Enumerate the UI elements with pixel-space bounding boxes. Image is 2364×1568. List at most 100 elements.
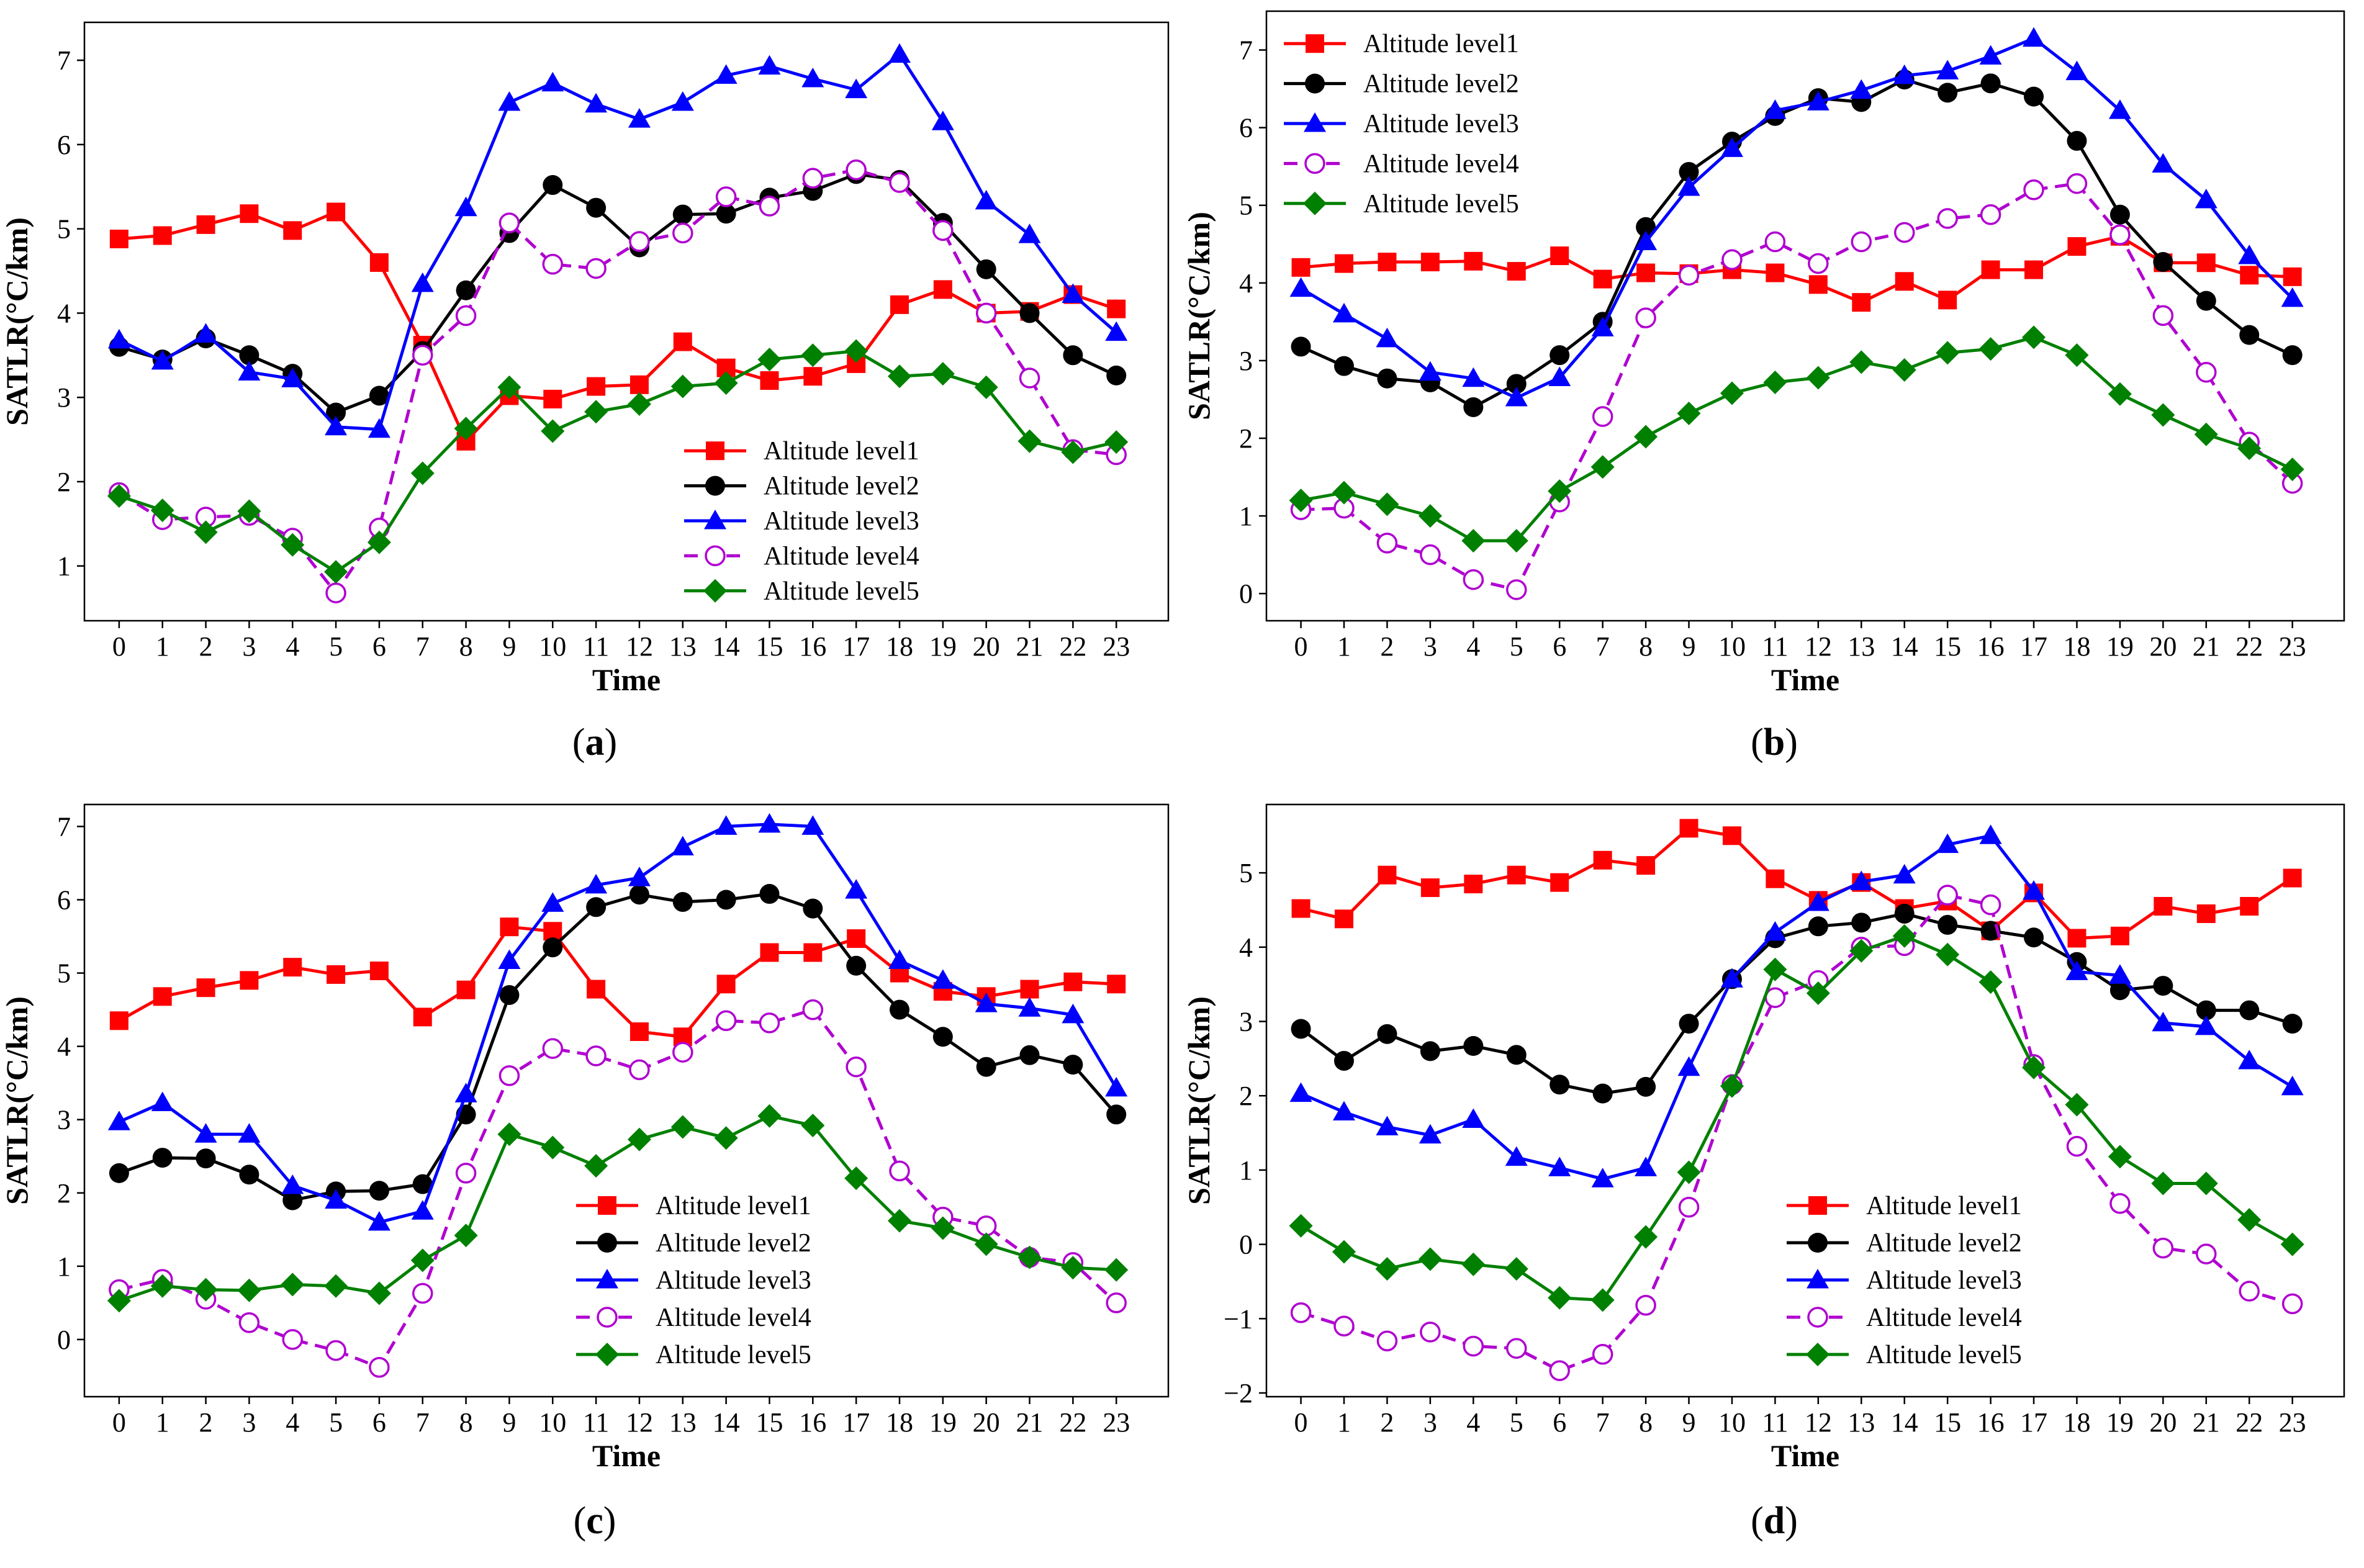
data-point <box>671 91 694 111</box>
data-point <box>976 1057 996 1077</box>
data-point <box>629 1022 649 1042</box>
data-point <box>239 345 259 366</box>
data-point <box>1806 981 1830 1006</box>
data-point <box>1849 939 1874 963</box>
legend-marker <box>598 1196 616 1215</box>
data-point <box>629 375 649 394</box>
data-point <box>2065 60 2088 81</box>
x-tick-label: 13 <box>669 1407 697 1438</box>
x-tick-label: 13 <box>1847 1407 1875 1438</box>
caption-paren: ) <box>1785 1500 1798 1542</box>
legend-marker <box>703 579 727 603</box>
data-point <box>327 965 346 984</box>
data-point <box>1677 1056 1700 1076</box>
x-tick-label: 15 <box>756 631 783 662</box>
data-point <box>454 1223 478 1248</box>
data-point <box>1763 957 1787 981</box>
y-tick-label: 3 <box>1239 1007 1253 1037</box>
data-point <box>1063 1055 1083 1075</box>
x-tick-label: 22 <box>2235 1407 2263 1438</box>
data-point <box>1291 899 1311 918</box>
data-point <box>1333 1315 1355 1337</box>
x-tick-label: 18 <box>2063 1407 2090 1438</box>
data-point <box>759 196 780 217</box>
data-point <box>2022 325 2046 349</box>
x-axis-title: Time <box>1771 662 1839 697</box>
data-point <box>150 498 174 523</box>
data-point <box>1766 263 1785 282</box>
data-point <box>240 971 259 990</box>
series-4 <box>1290 885 2303 1381</box>
data-point <box>1720 968 1743 988</box>
data-point <box>2239 325 2260 345</box>
data-point <box>1550 1075 1570 1095</box>
x-tick-label: 17 <box>842 631 870 662</box>
x-tick-label: 12 <box>626 1407 653 1438</box>
data-point <box>1506 374 1527 394</box>
y-tick-label: 2 <box>57 1178 71 1209</box>
x-tick-label: 14 <box>713 1407 740 1438</box>
data-point <box>1063 972 1083 991</box>
x-tick-label: 16 <box>1977 631 2005 662</box>
series-1 <box>109 202 1126 451</box>
data-point <box>1635 1295 1656 1316</box>
x-tick-label: 9 <box>1682 631 1696 662</box>
data-point <box>1019 367 1040 389</box>
x-tick-label: 3 <box>242 631 256 662</box>
series-1 <box>1291 819 2302 948</box>
data-point <box>1464 251 1483 271</box>
legend-marker <box>705 545 726 567</box>
data-point <box>369 1357 390 1378</box>
data-point <box>931 969 954 989</box>
data-point <box>715 1010 737 1032</box>
data-point <box>758 55 781 75</box>
data-point <box>194 1277 218 1302</box>
data-point <box>1507 865 1526 885</box>
x-tick-label: 3 <box>1423 631 1437 662</box>
data-point <box>2195 1015 2217 1035</box>
x-tick-label: 20 <box>2149 631 2177 662</box>
data-point <box>671 836 694 855</box>
data-point <box>1636 217 1656 237</box>
series-5 <box>107 339 1129 584</box>
data-point <box>1548 366 1571 386</box>
data-point <box>1420 253 1440 272</box>
x-tick-label: 1 <box>156 631 169 662</box>
data-point <box>584 1154 608 1178</box>
data-point <box>1937 885 1958 906</box>
data-point <box>543 389 562 408</box>
data-point <box>196 1148 216 1169</box>
data-point <box>1063 345 1083 366</box>
data-point <box>1376 1115 1399 1135</box>
data-point <box>758 813 781 833</box>
data-point <box>152 1148 173 1168</box>
x-tick-label: 19 <box>2106 1407 2134 1438</box>
data-point <box>629 885 649 905</box>
data-point <box>714 1126 738 1150</box>
data-point <box>2240 266 2259 285</box>
data-point <box>627 1127 651 1151</box>
data-point <box>369 253 389 272</box>
x-tick-label: 18 <box>2063 631 2090 662</box>
x-tick-label: 7 <box>1596 1407 1610 1438</box>
data-point <box>1332 302 1355 323</box>
y-tick-label: 3 <box>1239 346 1253 376</box>
y-tick-label: 5 <box>1239 858 1253 888</box>
data-point <box>801 343 825 367</box>
data-point <box>1590 455 1615 479</box>
data-point <box>456 980 476 999</box>
data-point <box>2065 1093 2089 1117</box>
data-point <box>1418 1247 1442 1271</box>
data-point <box>1378 865 1397 885</box>
data-point <box>585 258 607 279</box>
data-point <box>325 582 346 603</box>
plot-frame <box>1265 803 2345 1398</box>
data-point <box>759 1012 780 1034</box>
y-tick-label: 3 <box>57 1105 71 1135</box>
data-point <box>2196 904 2216 923</box>
data-point <box>1766 869 1785 888</box>
legend-entry: Altitude level4 <box>656 1304 811 1332</box>
data-point <box>1291 336 1311 357</box>
legend: Altitude level1 Altitude level2 Altitude l… <box>576 1192 811 1369</box>
x-tick-label: 1 <box>1337 631 1351 662</box>
